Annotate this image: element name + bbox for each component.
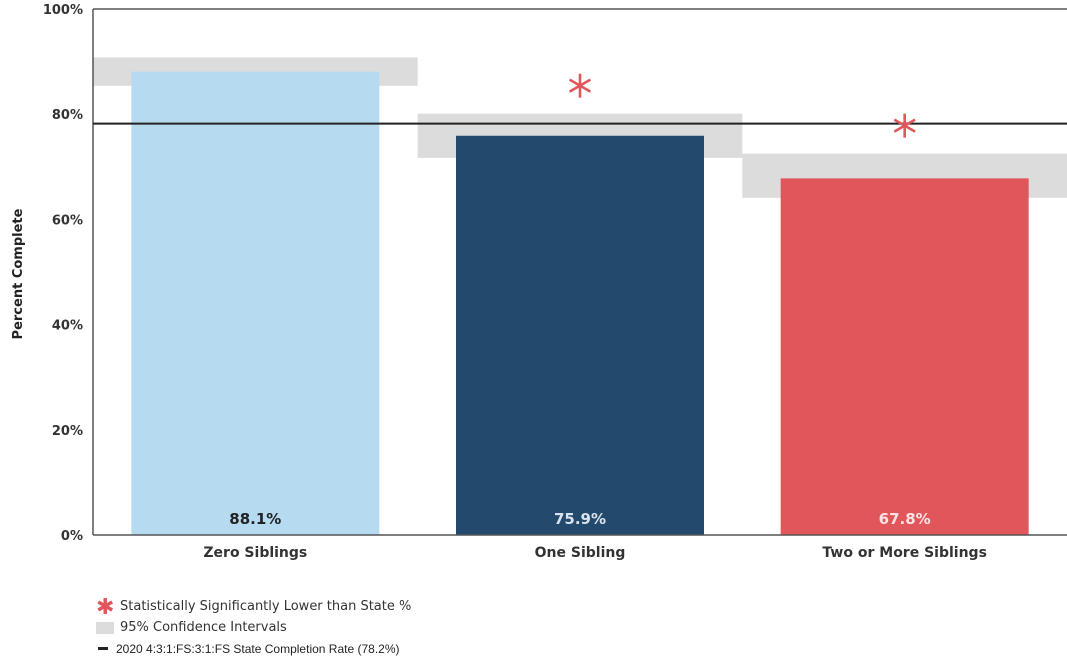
- legend: ✱ Statistically Significantly Lower than…: [96, 593, 412, 659]
- y-tick-label: 60%: [52, 213, 83, 228]
- legend-item-reference: 2020 4:3:1:FS:3:1:FS State Completion Ra…: [96, 638, 411, 659]
- x-tick-label: One Sibling: [535, 545, 626, 561]
- x-tick-label: Two or More Siblings: [822, 545, 986, 561]
- legend-item-ci: 95% Confidence Intervals: [96, 617, 411, 638]
- asterisk-icon: ✱: [96, 593, 115, 619]
- significance-asterisk-icon: [568, 73, 592, 98]
- legend-significant-label: Statistically Significantly Lower than S…: [120, 599, 412, 614]
- y-tick-label: 20%: [52, 424, 83, 439]
- data-label: 75.9%: [554, 510, 606, 528]
- y-axis-label: Percent Complete: [11, 208, 26, 339]
- ci-swatch-icon: [96, 621, 114, 634]
- y-tick-label: 0%: [61, 529, 83, 544]
- bar: [131, 71, 380, 536]
- bar: [780, 178, 1029, 535]
- x-tick-label: Zero Siblings: [203, 545, 307, 561]
- data-label: 88.1%: [229, 510, 281, 528]
- y-tick-label: 100%: [43, 3, 83, 18]
- y-tick-label: 40%: [52, 319, 83, 334]
- significance-asterisk-icon: [893, 113, 916, 138]
- data-label: 67.8%: [879, 510, 931, 528]
- legend-item-significant: ✱ Statistically Significantly Lower than…: [96, 593, 412, 619]
- legend-reference-label: 2020 4:3:1:FS:3:1:FS State Completion Ra…: [116, 641, 400, 656]
- reference-line-icon: [98, 647, 108, 650]
- bar: [456, 135, 704, 536]
- y-tick-label: 80%: [52, 108, 83, 123]
- legend-ci-label: 95% Confidence Intervals: [120, 620, 287, 635]
- bar-chart: 0% 20% 40% 60% 80% 100% Zero Siblings One Sibl…: [11, 3, 1067, 561]
